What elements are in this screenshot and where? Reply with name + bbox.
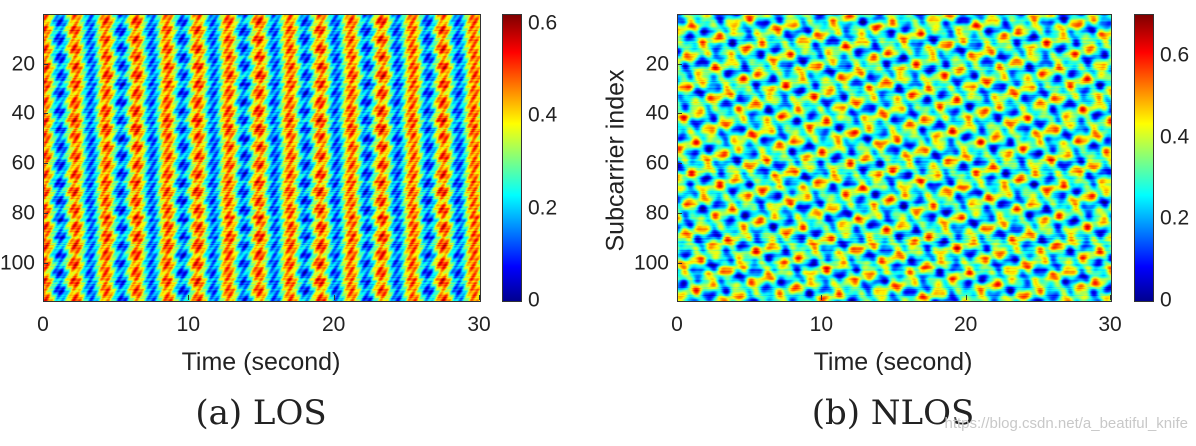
ylabel-nlos: Subcarrier index — [601, 69, 630, 252]
y-tick-label: 80 — [11, 201, 35, 225]
colorbar-tick-label: 0 — [528, 288, 540, 312]
panel-los: 0 10 20 30 20 40 60 80 100 0 0.2 0.4 0.6 Time (secon… — [0, 11, 558, 433]
watermark: https://blog.csdn.net/a_beatiful_knife — [944, 415, 1188, 432]
y-tick-mark — [43, 262, 48, 264]
colorbar-tick-label: 0.2 — [1160, 206, 1190, 230]
x-tick-mark — [479, 295, 480, 300]
y-tick-label: 20 — [645, 52, 669, 76]
y-tick-label: 80 — [645, 201, 669, 225]
y-tick-mark — [677, 63, 682, 65]
colorbar-tick-label: 0.4 — [1160, 125, 1190, 149]
y-tick-mark — [677, 262, 682, 264]
x-tick-label: 30 — [467, 313, 491, 336]
y-tick-mark — [677, 113, 682, 115]
colorbar-tick-label: 0.6 — [1160, 43, 1190, 67]
y-tick-mark — [677, 163, 682, 165]
colorbar-tick-label: 0.6 — [528, 11, 558, 35]
x-tick-label: 20 — [953, 313, 978, 336]
x-tick-label: 20 — [321, 313, 346, 336]
x-tick-mark — [965, 295, 967, 300]
caption-nlos: (b) NLOS — [811, 393, 975, 433]
x-tick-label: 0 — [671, 313, 683, 336]
x-tick-label: 10 — [809, 313, 834, 336]
y-tick-mark — [43, 212, 48, 214]
x-tick-label: 10 — [176, 313, 201, 336]
x-tick-mark — [333, 295, 335, 300]
x-tick-mark — [677, 295, 678, 300]
heatmap-nlos — [677, 14, 1112, 302]
x-tick-mark — [1110, 295, 1111, 300]
x-tick-mark — [188, 295, 190, 300]
caption-los: (a) LOS — [195, 393, 327, 433]
panel-nlos: 0 10 20 30 20 40 60 80 100 0 0.2 0.4 0.6 Subcarrier … — [598, 0, 1196, 446]
x-tick-label: 0 — [37, 313, 49, 336]
y-tick-mark — [43, 63, 48, 65]
colorbar-nlos — [1134, 14, 1154, 302]
y-tick-mark — [677, 212, 682, 214]
x-tick-label: 30 — [1098, 313, 1122, 336]
x-tick-mark — [43, 295, 44, 300]
y-tick-label: 100 — [633, 251, 669, 275]
xlabel-nlos: Time (second) — [813, 348, 973, 376]
y-tick-label: 60 — [11, 151, 35, 175]
y-tick-mark — [43, 163, 48, 165]
colorbar-los — [502, 14, 522, 302]
y-tick-label: 40 — [11, 101, 35, 125]
xlabel-los: Time (second) — [181, 348, 341, 376]
colorbar-tick-label: 0 — [1160, 288, 1172, 312]
y-tick-label: 60 — [645, 151, 669, 175]
y-tick-mark — [43, 113, 48, 115]
y-tick-label: 20 — [11, 52, 35, 76]
y-tick-label: 40 — [645, 101, 669, 125]
heatmap-los — [43, 14, 481, 302]
y-tick-label: 100 — [0, 251, 35, 275]
colorbar-tick-label: 0.4 — [528, 103, 558, 127]
x-tick-mark — [821, 295, 823, 300]
colorbar-tick-label: 0.2 — [528, 196, 558, 220]
